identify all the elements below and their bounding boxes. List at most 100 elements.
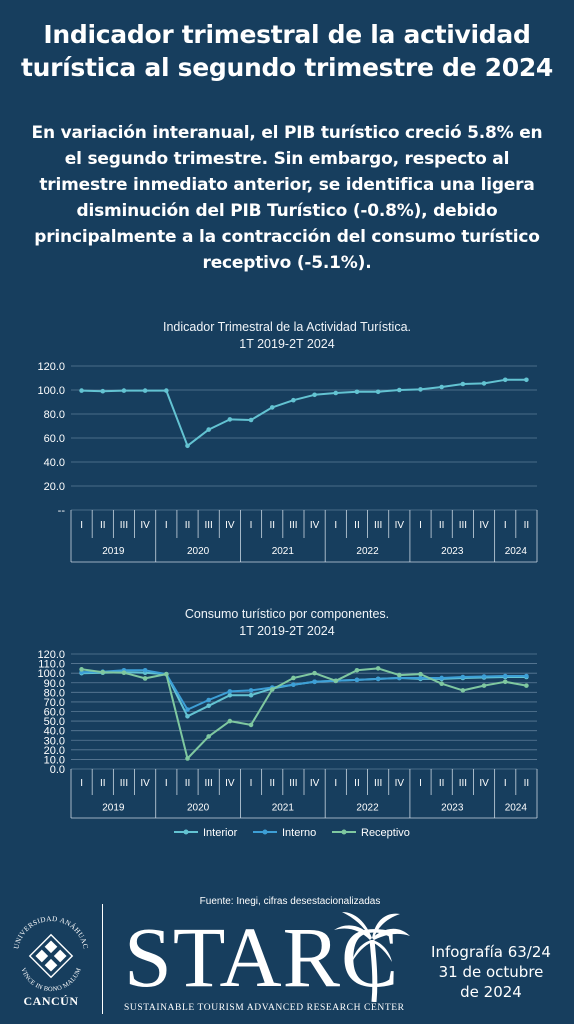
data-point — [502, 673, 508, 679]
data-point — [269, 405, 275, 410]
data-point — [142, 676, 148, 681]
data-point — [121, 670, 127, 675]
data-point — [79, 388, 84, 393]
data-point — [439, 384, 444, 390]
quarter-label: III — [374, 520, 382, 531]
chart1-title: Indicador Trimestral de la Actividad Tur… — [162, 320, 412, 334]
year-label: 2021 — [272, 803, 295, 814]
quarter-label: I — [504, 520, 507, 531]
legend-label: Interno — [282, 827, 316, 839]
quarter-label: II — [269, 778, 275, 789]
quarter-label: II — [100, 778, 106, 789]
palm-tree-icon — [334, 912, 410, 1002]
infographic-date: 31 de octubre — [438, 963, 544, 981]
data-point — [524, 377, 529, 383]
footer-divider — [102, 904, 103, 1014]
data-point — [481, 674, 487, 679]
quarter-label: IV — [395, 520, 405, 531]
data-point — [333, 678, 339, 684]
y-tick-label: 80.0 — [44, 409, 65, 421]
data-point — [227, 692, 233, 698]
legend-marker — [183, 829, 189, 835]
series-line-1 — [81, 378, 527, 447]
data-point — [502, 679, 508, 685]
data-point — [269, 687, 275, 692]
data-point — [524, 683, 529, 688]
data-point — [418, 671, 423, 677]
quarter-label: II — [100, 520, 106, 531]
series-line-interno — [81, 669, 527, 711]
quarter-label: IV — [479, 778, 489, 789]
quarter-label: II — [524, 778, 530, 789]
data-point — [481, 381, 487, 386]
data-point — [206, 697, 211, 703]
quarter-label: I — [80, 778, 83, 789]
starc-subtitle: SUSTAINABLE TOURISM ADVANCED RESEARCH CE… — [124, 1003, 405, 1013]
data-point — [206, 703, 211, 709]
data-point — [354, 667, 360, 673]
y-tick-label: 100.0 — [37, 385, 65, 397]
data-point — [375, 389, 381, 395]
data-point — [312, 679, 317, 685]
quarter-label: IV — [140, 778, 150, 789]
y-tick-label: 30.0 — [44, 735, 65, 747]
quarter-label: I — [504, 778, 507, 789]
quarter-label: II — [354, 778, 360, 789]
data-point — [375, 666, 381, 671]
infographic-info: Infografía 63/24 31 de octubre de 2024 — [414, 942, 568, 1002]
year-label: 2024 — [505, 803, 528, 814]
university-city: CANCÚN — [23, 994, 79, 1008]
quarter-label: III — [205, 778, 213, 789]
y-tick-label: -- — [58, 505, 66, 517]
data-point — [227, 689, 233, 694]
y-tick-label: 80.0 — [44, 687, 65, 699]
y-tick-label: 40.0 — [44, 726, 65, 738]
data-point — [502, 377, 508, 383]
quarter-label: III — [374, 778, 382, 789]
quarter-label: III — [205, 520, 213, 531]
source-note: Fuente: Inegi, cifras desestacionalizada… — [199, 896, 381, 907]
quarter-label: II — [354, 520, 360, 531]
year-label: 2022 — [356, 803, 379, 814]
year-label: 2021 — [272, 546, 295, 557]
y-tick-label: 40.0 — [44, 457, 65, 469]
data-point — [439, 681, 444, 687]
y-tick-label: 60.0 — [44, 433, 65, 445]
quarter-label: IV — [140, 520, 150, 531]
chart2-title-block: Consumo turístico por componentes. 1T 20… — [40, 606, 534, 640]
data-point — [248, 688, 254, 693]
quarter-label: I — [334, 520, 337, 531]
y-tick-label: 20.0 — [44, 481, 65, 493]
data-point — [142, 667, 148, 673]
quarter-label: IV — [310, 778, 320, 789]
data-point — [439, 675, 444, 681]
data-point — [100, 669, 106, 675]
quarter-label: II — [439, 778, 445, 789]
y-tick-label: 0.0 — [50, 764, 65, 776]
quarter-label: I — [250, 778, 253, 789]
data-point — [206, 734, 211, 739]
quarter-label: I — [419, 778, 422, 789]
quarter-label: III — [289, 778, 297, 789]
data-point — [354, 389, 360, 395]
legend-label: Interior — [203, 827, 238, 839]
year-label: 2022 — [356, 546, 379, 557]
series-line-interior — [81, 671, 527, 718]
data-point — [354, 677, 360, 683]
y-tick-label: 10.0 — [44, 754, 65, 766]
y-tick-label: 50.0 — [44, 716, 65, 728]
quarter-label: II — [524, 520, 530, 531]
data-point — [227, 718, 233, 724]
quarter-label: I — [250, 520, 253, 531]
page-subtitle: En variación interanual, el PIB turístic… — [31, 123, 543, 273]
year-label: 2020 — [187, 803, 210, 814]
data-point — [121, 388, 127, 393]
y-tick-label: 110.0 — [38, 659, 65, 671]
data-point — [164, 671, 169, 677]
y-tick-label: 90.0 — [44, 678, 65, 690]
data-point — [248, 722, 254, 728]
data-point — [418, 675, 423, 681]
y-tick-label: 120.0 — [37, 649, 65, 661]
data-point — [333, 390, 339, 396]
